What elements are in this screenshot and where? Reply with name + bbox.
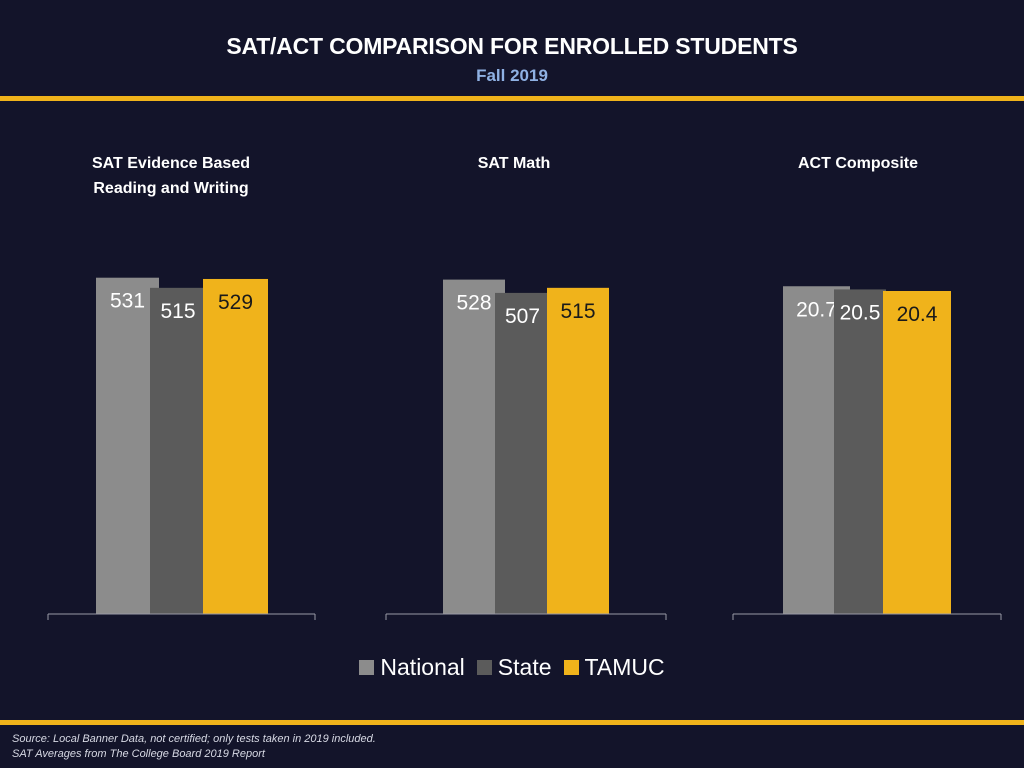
bar-tamuc <box>203 278 268 614</box>
chart-title-line: SAT Evidence Based <box>92 155 250 172</box>
data-label-tamuc: 20.4 <box>897 303 938 326</box>
chart-panel-3: ACT Composite 20.7 20.5 20.4 <box>732 155 1002 620</box>
data-label-tamuc: 515 <box>560 300 595 323</box>
legend-label-tamuc: TAMUC <box>584 654 665 680</box>
legend-swatch-national <box>359 660 375 675</box>
bar-tamuc <box>883 291 951 614</box>
chart-title-line: SAT Math <box>478 155 551 172</box>
legend-item-tamuc: TAMUC <box>563 654 665 681</box>
chart-title-line: ACT Composite <box>798 155 918 172</box>
data-label-state: 507 <box>505 305 540 328</box>
data-label-tamuc: 529 <box>218 291 253 314</box>
bar-tamuc <box>547 287 609 614</box>
data-label-state: 515 <box>160 300 195 323</box>
footer-divider <box>0 720 1024 725</box>
page-title: SAT/ACT COMPARISON FOR ENROLLED STUDENTS <box>226 33 798 59</box>
legend-item-state: State <box>476 654 552 681</box>
page-subtitle: Fall 2019 <box>476 66 548 85</box>
data-label-national: 20.7 <box>796 298 837 321</box>
bar-national <box>96 277 159 614</box>
bar-state <box>495 292 550 614</box>
data-label-state: 20.5 <box>840 301 881 324</box>
footnote-line-2: SAT Averages from The College Board 2019… <box>12 748 265 760</box>
bar-state <box>150 287 206 614</box>
chart-legend: National State TAMUC <box>0 654 1024 681</box>
legend-swatch-tamuc <box>563 660 579 675</box>
chart-panel-1: SAT Evidence Based Reading and Writing 531… <box>47 155 316 620</box>
legend-swatch-state <box>476 660 492 675</box>
legend-item-national: National <box>359 654 465 681</box>
data-label-national: 528 <box>456 292 491 315</box>
footnote-line-1: Source: Local Banner Data, not certified… <box>12 733 376 745</box>
source-footnote: Source: Local Banner Data, not certified… <box>12 732 376 762</box>
chart-title-line: Reading and Writing <box>93 180 248 197</box>
header-divider <box>0 96 1024 101</box>
bar-national <box>443 279 505 614</box>
data-label-national: 531 <box>110 290 145 313</box>
legend-label-national: National <box>380 654 465 680</box>
chart-panel-2: SAT Math 528 507 515 <box>385 155 667 620</box>
legend-label-state: State <box>497 654 552 680</box>
bar-state <box>834 289 886 614</box>
